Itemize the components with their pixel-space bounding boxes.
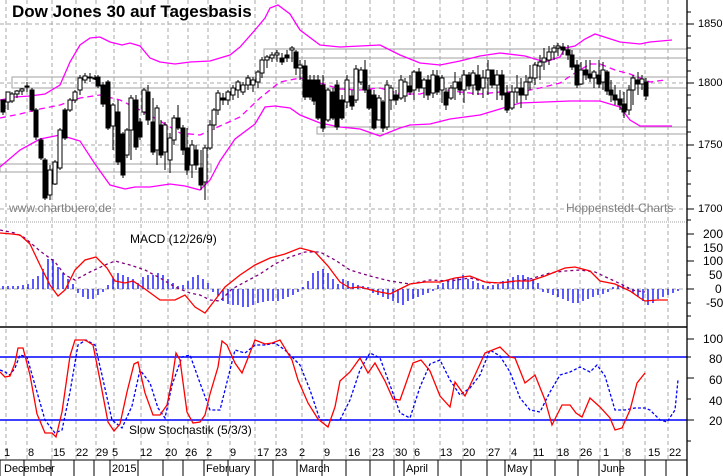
stoch-d-line [0, 339, 679, 434]
x-day-label: 11 [533, 447, 545, 459]
macd-signal-line [0, 229, 646, 302]
x-month-label: March [299, 463, 330, 475]
price-tick: 18000 [698, 77, 723, 89]
price-tick: 18500 [698, 18, 723, 30]
x-day-label: 6 [414, 447, 421, 459]
x-day-label: 5 [112, 447, 119, 459]
stoch-label: Slow Stochastik (5/3/3) [129, 423, 252, 437]
x-month-label: December [4, 463, 55, 475]
x-day-label: 22 [669, 447, 682, 459]
x-day-label: 16 [348, 447, 361, 459]
macd-label: MACD (12/26/9) [130, 232, 217, 246]
price-tick: 17500 [698, 139, 723, 151]
macd-tick: 50 [709, 268, 723, 282]
x-day-label: 29 [96, 447, 109, 459]
x-day-label: 8 [625, 447, 632, 459]
stoch-tick: 80 [709, 352, 723, 366]
x-day-label: 26 [580, 447, 593, 459]
x-day-label: 15 [53, 447, 66, 459]
x-day-label: 23 [372, 447, 385, 459]
bollinger-upper [0, 4, 673, 101]
x-day-label: 18 [557, 447, 570, 459]
x-day-label: 1 [603, 447, 610, 459]
y-axis-ticks [687, 11, 694, 442]
x-day-label: 27 [488, 447, 501, 459]
x-day-label: 15 [648, 447, 661, 459]
x-day-label: 22 [76, 447, 89, 459]
x-day-label: 20 [463, 447, 476, 459]
x-day-label: 4 [511, 447, 518, 459]
x-day-label: 17 [257, 447, 270, 459]
bollinger-lower [0, 100, 672, 191]
x-day-label: 26 [185, 447, 198, 459]
x-day-label: 2 [206, 447, 213, 459]
x-day-label: 9 [230, 447, 237, 459]
x-day-label: 23 [275, 447, 288, 459]
watermark-chartbuero: www.chartbuero.de [9, 201, 112, 215]
stoch-tick: 100 [703, 332, 723, 346]
x-day-label: 9 [324, 447, 331, 459]
x-month-label: 2015 [112, 463, 137, 475]
x-day-label: 8 [28, 447, 35, 459]
chart-title: Dow Jones 30 auf Tagesbasis [12, 2, 252, 21]
watermark-hoppenstedt: Hoppenstedt-Charts [566, 201, 674, 215]
macd-tick: -50 [706, 296, 723, 310]
stoch-tick: 40 [709, 394, 723, 408]
macd-tick: 200 [703, 227, 723, 241]
x-day-label: 12 [140, 447, 153, 459]
macd-tick: 150 [703, 241, 723, 255]
x-month-label: February [206, 463, 251, 475]
x-day-label: 30 [395, 447, 408, 459]
x-month-label: April [406, 463, 429, 475]
price-tick: 17000 [698, 203, 723, 215]
x-day-label: 2 [299, 447, 306, 459]
x-month-label: June [601, 463, 625, 475]
x-day-label: 13 [440, 447, 453, 459]
macd-tick: 0 [715, 282, 722, 296]
price-candles [0, 43, 649, 200]
macd-tick: 100 [703, 254, 723, 268]
stoch-tick: 20 [709, 414, 723, 428]
macd-line [0, 232, 668, 314]
x-day-label: 1 [4, 447, 11, 459]
stoch-k-line [0, 339, 646, 439]
x-day-label: 20 [165, 447, 178, 459]
stoch-tick: 60 [709, 373, 723, 387]
x-month-label: May [507, 463, 528, 475]
